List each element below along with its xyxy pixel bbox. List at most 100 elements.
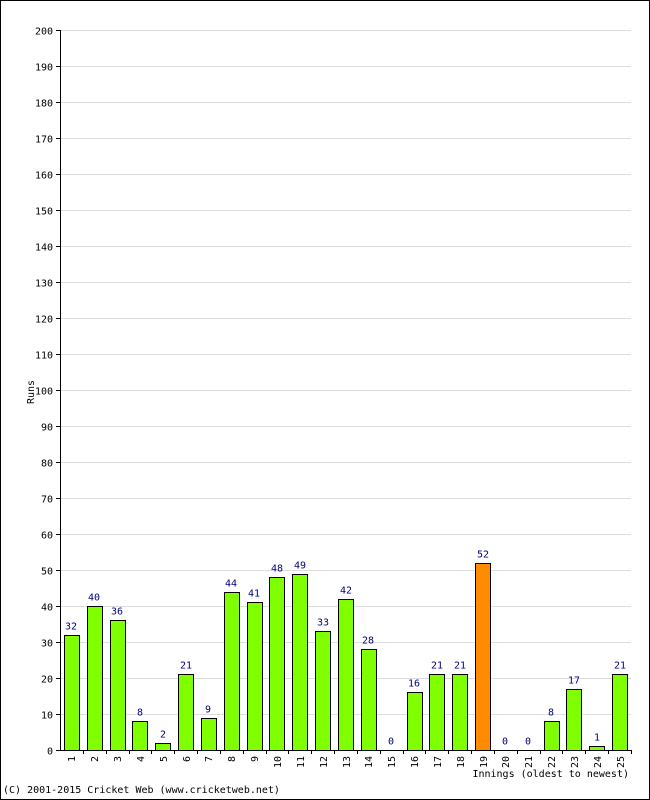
data-label: 0 — [502, 737, 508, 748]
data-label: 17 — [568, 676, 580, 687]
bar-innings-11 — [292, 574, 308, 751]
bar-innings-4 — [132, 721, 148, 751]
x-tick-label: 1 — [67, 756, 78, 762]
data-label: 0 — [388, 737, 394, 748]
x-tick-label: 22 — [547, 756, 558, 768]
bar-innings-19 — [475, 563, 491, 751]
x-tick-label: 6 — [182, 756, 193, 762]
data-label: 48 — [271, 564, 283, 575]
bar-innings-18 — [452, 674, 468, 751]
data-label: 36 — [111, 607, 123, 618]
x-tick-label: 19 — [479, 756, 490, 768]
y-tick-label: 140 — [35, 243, 53, 254]
x-tick-label: 4 — [136, 756, 147, 762]
x-tick-label: 14 — [364, 756, 375, 768]
y-tick-label: 120 — [35, 315, 53, 326]
x-tick-label: 18 — [456, 756, 467, 768]
y-tick-label: 20 — [41, 675, 53, 686]
y-tick-label: 90 — [41, 423, 53, 434]
x-tick-label: 25 — [616, 756, 627, 768]
bar-innings-10 — [269, 577, 285, 751]
y-tick-label: 110 — [35, 351, 53, 362]
bar-innings-24 — [589, 746, 605, 751]
y-tick-label: 70 — [41, 495, 53, 506]
y-tick-labels: 0 10 20 30 40 50 60 70 80 90 100 110 120 130 140 150 160… — [35, 27, 53, 758]
x-tick-label: 8 — [227, 756, 238, 762]
x-tick-label: 2 — [90, 756, 101, 762]
x-tick-label: 21 — [524, 756, 535, 768]
bar-innings-14 — [361, 649, 377, 751]
x-tick-label: 23 — [570, 756, 581, 768]
y-tick-label: 80 — [41, 459, 53, 470]
bar-innings-22 — [544, 721, 560, 751]
data-label: 21 — [180, 661, 192, 672]
bar-innings-17 — [429, 674, 445, 751]
y-tick-label: 0 — [47, 747, 53, 758]
data-label: 16 — [408, 679, 420, 690]
x-tick-label: 20 — [501, 756, 512, 768]
y-tick-label: 60 — [41, 531, 53, 542]
bar-innings-7 — [201, 718, 217, 751]
data-labels: 32 40 36 8 2 21 9 44 41 48 49 33 42 28 0 16 21 21 52 0 0 8 17 1… — [65, 550, 626, 748]
y-tick-label: 150 — [35, 207, 53, 218]
bar-innings-8 — [224, 592, 240, 751]
y-tick-label: 130 — [35, 279, 53, 290]
y-tick-label: 200 — [35, 27, 53, 38]
data-label: 28 — [362, 636, 374, 647]
x-tick-label: 7 — [204, 756, 215, 762]
x-tick-label: 13 — [342, 756, 353, 768]
bar-innings-9 — [247, 602, 263, 751]
y-tick-label: 100 — [35, 387, 53, 398]
data-label: 8 — [137, 708, 143, 719]
x-tick-label: 9 — [250, 756, 261, 762]
data-label: 52 — [477, 550, 489, 561]
x-tick-label: 17 — [433, 756, 444, 768]
data-label: 33 — [317, 618, 329, 629]
data-label: 40 — [88, 593, 100, 604]
data-label: 32 — [65, 622, 77, 633]
x-tick-label: 16 — [410, 756, 421, 768]
bar-innings-23 — [566, 689, 582, 751]
y-tick-label: 50 — [41, 567, 53, 578]
grid-lines — [60, 30, 631, 715]
x-tick-labels: 1 2 3 4 5 6 7 8 9 10 11 12 13 14 15 16 17 18 19 20 21 22 23 24 2… — [67, 756, 627, 768]
data-label: 21 — [454, 661, 466, 672]
y-tick-label: 180 — [35, 99, 53, 110]
y-axis-title: Runs — [26, 380, 37, 404]
y-tick-label: 170 — [35, 135, 53, 146]
x-tick-label: 15 — [387, 756, 398, 768]
y-tick-label: 10 — [41, 711, 53, 722]
bar-innings-1 — [64, 635, 80, 751]
axes — [56, 30, 632, 754]
bar-innings-3 — [110, 620, 126, 751]
x-axis-title: Innings (oldest to newest) — [472, 769, 629, 780]
y-tick-label: 40 — [41, 603, 53, 614]
y-tick-label: 30 — [41, 639, 53, 650]
x-tick-label: 24 — [593, 756, 604, 768]
data-label: 21 — [614, 661, 626, 672]
bar-innings-2 — [87, 606, 103, 751]
data-label: 2 — [160, 730, 166, 741]
data-label: 8 — [548, 708, 554, 719]
copyright-credit: (C) 2001-2015 Cricket Web (www.cricketwe… — [3, 785, 280, 796]
data-label: 1 — [594, 733, 600, 744]
x-tick-label: 12 — [319, 756, 330, 768]
y-tick-label: 190 — [35, 63, 53, 74]
data-label: 44 — [225, 579, 237, 590]
bar-innings-25 — [612, 674, 628, 751]
data-label: 21 — [431, 661, 443, 672]
bars — [64, 563, 628, 751]
bar-innings-12 — [315, 631, 331, 751]
x-tick-label: 11 — [296, 756, 307, 768]
bar-innings-13 — [338, 599, 354, 751]
bar-innings-16 — [407, 692, 423, 751]
x-tick-label: 5 — [159, 756, 170, 762]
data-label: 49 — [294, 561, 306, 572]
bar-innings-6 — [178, 674, 194, 751]
data-label: 41 — [248, 589, 260, 600]
bar-innings-5 — [155, 743, 171, 751]
data-label: 0 — [525, 737, 531, 748]
x-tick-label: 10 — [273, 756, 284, 768]
x-tick-label: 3 — [113, 756, 124, 762]
